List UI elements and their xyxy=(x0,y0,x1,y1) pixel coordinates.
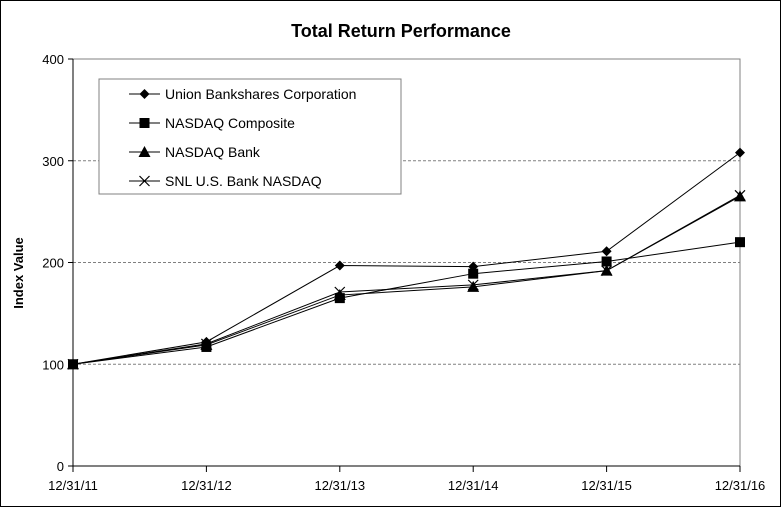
legend-label: NASDAQ Bank xyxy=(165,144,261,160)
series-4 xyxy=(67,189,746,370)
x-tick-label: 12/31/14 xyxy=(448,478,499,493)
legend-label: SNL U.S. Bank NASDAQ xyxy=(165,173,322,189)
legend-label: Union Bankshares Corporation xyxy=(165,86,356,102)
y-tick-label: 400 xyxy=(42,52,64,67)
data-point xyxy=(735,147,745,158)
x-tick-label: 12/31/16 xyxy=(715,478,766,493)
marker-stroke xyxy=(139,175,150,187)
series-line xyxy=(72,152,741,365)
y-axis-label: Index Value xyxy=(11,237,26,309)
data-point xyxy=(334,286,346,298)
x-tick-label: 12/31/15 xyxy=(581,478,632,493)
data-point xyxy=(468,268,479,279)
marker-stroke xyxy=(334,286,346,298)
y-tick-label: 200 xyxy=(42,256,64,271)
marker-stroke xyxy=(734,189,746,201)
x-axis-ticks: 12/31/11 12/31/12 12/31/13 12/31/14 12/31/15… xyxy=(48,465,766,493)
marker-stroke xyxy=(467,279,479,291)
legend-marker xyxy=(138,146,151,157)
series-layer xyxy=(67,147,746,370)
data-point xyxy=(734,189,746,201)
legend-box xyxy=(98,78,402,195)
y-axis-ticks: 0 100 200 300 400 xyxy=(42,52,74,474)
series-line xyxy=(72,195,741,365)
marker-stroke xyxy=(67,358,79,370)
x-tick-label: 12/31/11 xyxy=(48,478,98,493)
series-line xyxy=(72,194,741,365)
chart-title: Total Return Performance xyxy=(291,21,511,41)
data-point xyxy=(334,260,345,271)
data-point xyxy=(467,279,479,291)
legend-marker xyxy=(139,89,150,99)
data-point xyxy=(601,265,613,277)
legend-marker xyxy=(139,118,150,128)
y-tick-label: 300 xyxy=(42,154,64,169)
data-point xyxy=(467,280,480,292)
data-point xyxy=(200,338,212,350)
data-point xyxy=(601,246,612,257)
legend-marker xyxy=(139,175,150,187)
data-point xyxy=(333,289,346,301)
marker-stroke xyxy=(200,338,212,350)
data-point xyxy=(735,237,745,248)
legend-item: NASDAQ Bank xyxy=(129,144,261,160)
x-tick-label: 12/31/12 xyxy=(181,478,232,493)
data-point xyxy=(601,256,612,267)
y-tick-label: 100 xyxy=(42,357,64,372)
y-tick-label: 0 xyxy=(57,459,64,474)
data-point xyxy=(67,358,79,370)
legend: Union Bankshares Corporation NASDAQ Compo… xyxy=(98,78,402,195)
series-3 xyxy=(67,190,746,370)
legend-item: SNL U.S. Bank NASDAQ xyxy=(129,173,322,189)
series-line xyxy=(72,241,741,365)
legend-item: Union Bankshares Corporation xyxy=(129,86,356,102)
legend-label: NASDAQ Composite xyxy=(165,115,295,131)
x-tick-label: 12/31/13 xyxy=(314,478,365,493)
legend-item: NASDAQ Composite xyxy=(129,115,295,131)
marker-stroke xyxy=(601,265,613,277)
